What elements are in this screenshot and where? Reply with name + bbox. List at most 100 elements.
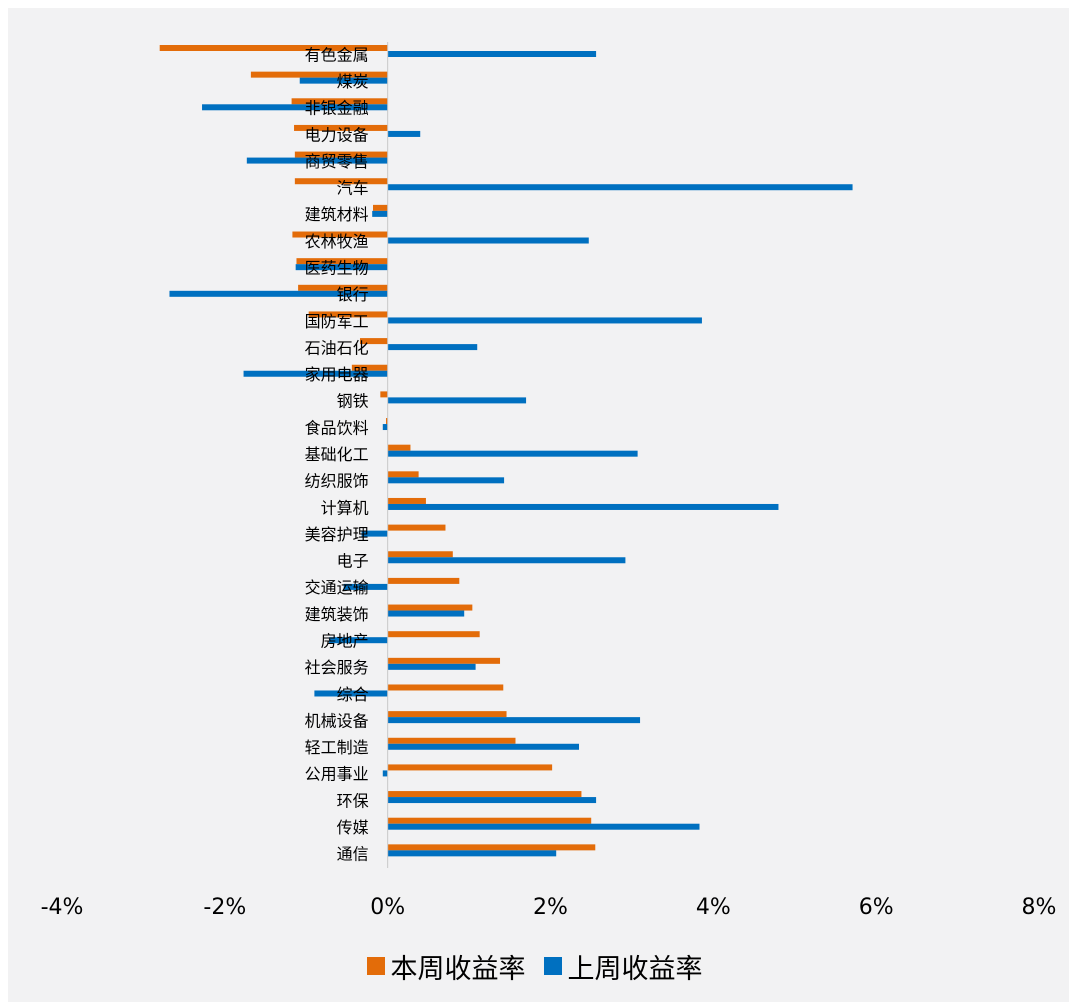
bar-last-week [387, 503, 779, 510]
bar-last-week [295, 264, 388, 271]
bar-last-week [387, 317, 702, 324]
category-label: 轻工制造 [305, 738, 369, 757]
category-label: 电力设备 [305, 125, 369, 144]
category-label: 综合 [337, 685, 369, 704]
bar-current-week [387, 471, 419, 478]
category-label: 电子 [337, 552, 369, 571]
bars-group [159, 45, 853, 857]
bar-last-week [314, 690, 388, 697]
bar-current-week [387, 497, 426, 504]
bar-last-week [387, 237, 589, 244]
category-label: 食品饮料 [305, 418, 369, 437]
category-label: 医药生物 [305, 258, 369, 277]
bar-last-week [169, 290, 388, 297]
bar-current-week [159, 45, 388, 51]
bar-last-week [372, 210, 388, 217]
legend-item-last-week: 上周收益率 [543, 947, 703, 986]
bar-last-week [382, 770, 388, 777]
bar-current-week [291, 98, 388, 105]
bar-current-week [387, 657, 501, 664]
bar-last-week [329, 637, 388, 644]
category-label: 社会服务 [305, 658, 369, 677]
category-label: 家用电器 [305, 365, 369, 384]
bar-last-week [387, 130, 421, 137]
category-labels: 有色金属煤炭非银金融电力设备商贸零售汽车建筑材料农林牧渔医药生物银行国防军工石油… [305, 45, 369, 863]
bar-current-week [298, 284, 388, 291]
category-label: 钢铁 [337, 392, 369, 411]
legend-swatch-last-week [543, 957, 562, 975]
category-label: 环保 [337, 791, 369, 810]
bar-current-week [386, 418, 388, 425]
legend-item-current-week: 本周收益率 [366, 947, 526, 986]
bar-current-week [387, 551, 453, 558]
bar-current-week [294, 178, 388, 185]
legend: 本周收益率 上周收益率 [0, 946, 1069, 986]
bar-current-week [387, 604, 473, 611]
bar-last-week [387, 397, 527, 404]
bar-last-week [387, 743, 579, 750]
category-label: 交通运输 [305, 578, 369, 597]
x-tick-label: 0% [370, 895, 405, 920]
bar-last-week [387, 51, 597, 57]
bar-current-week [359, 338, 388, 345]
bar-last-week [246, 157, 388, 164]
category-label: 农林牧渔 [305, 232, 369, 251]
category-label: 建筑材料 [305, 205, 369, 224]
bar-current-week [387, 684, 504, 691]
bar-last-week [387, 477, 505, 484]
bar-current-week [387, 737, 516, 744]
x-tick-label: 4% [696, 895, 731, 920]
category-label: 基础化工 [305, 445, 369, 464]
legend-label-current-week: 本周收益率 [390, 953, 526, 985]
category-label: 公用事业 [305, 765, 369, 784]
bar-current-week [380, 391, 388, 398]
bar-current-week [296, 258, 388, 265]
category-label: 机械设备 [305, 711, 369, 730]
category-label: 石油石化 [305, 338, 369, 357]
category-label: 房地产 [321, 632, 369, 651]
bar-last-week [387, 557, 626, 564]
category-label: 传媒 [337, 818, 369, 837]
bar-current-week [387, 711, 507, 718]
bar-current-week [250, 71, 388, 78]
bar-last-week [387, 184, 853, 191]
bar-current-week [387, 444, 411, 451]
bar-last-week [387, 663, 476, 670]
bar-current-week [387, 844, 596, 851]
bar-last-week [387, 344, 478, 351]
bar-last-week [243, 370, 388, 377]
bar-current-week [373, 204, 388, 211]
x-tick-labels: -4% -2% 0% 2% 4% 6% 8% [41, 895, 1057, 920]
bar-last-week [387, 717, 641, 724]
bar-last-week [387, 823, 700, 830]
bar-last-week [387, 450, 638, 457]
bar-current-week [387, 791, 582, 798]
bar-current-week [308, 311, 388, 318]
bar-current-week [387, 764, 553, 771]
legend-swatch-current-week [366, 957, 385, 975]
bar-last-week [387, 610, 465, 617]
category-label: 商贸零售 [305, 152, 369, 171]
bar-current-week [387, 524, 446, 531]
category-label: 有色金属 [305, 45, 369, 64]
bar-current-week [387, 577, 460, 584]
bar-current-week [387, 817, 592, 824]
category-label: 纺织服饰 [305, 472, 369, 491]
legend-label-last-week: 上周收益率 [567, 953, 703, 985]
bar-current-week [351, 364, 388, 371]
bar-current-week [387, 631, 480, 638]
bar-last-week [202, 104, 388, 111]
bar-last-week [343, 583, 388, 590]
category-label: 银行 [337, 285, 369, 304]
x-tick-label: 2% [533, 895, 568, 920]
x-tick-label: 8% [1022, 895, 1057, 920]
bar-last-week [361, 530, 388, 537]
category-label: 美容护理 [305, 525, 369, 544]
x-tick-label: -2% [203, 895, 246, 920]
bar-last-week [387, 797, 597, 804]
x-tick-label: 6% [859, 895, 894, 920]
category-label: 煤炭 [337, 72, 369, 91]
bar-last-week [387, 850, 557, 857]
bar-current-week [294, 151, 388, 158]
